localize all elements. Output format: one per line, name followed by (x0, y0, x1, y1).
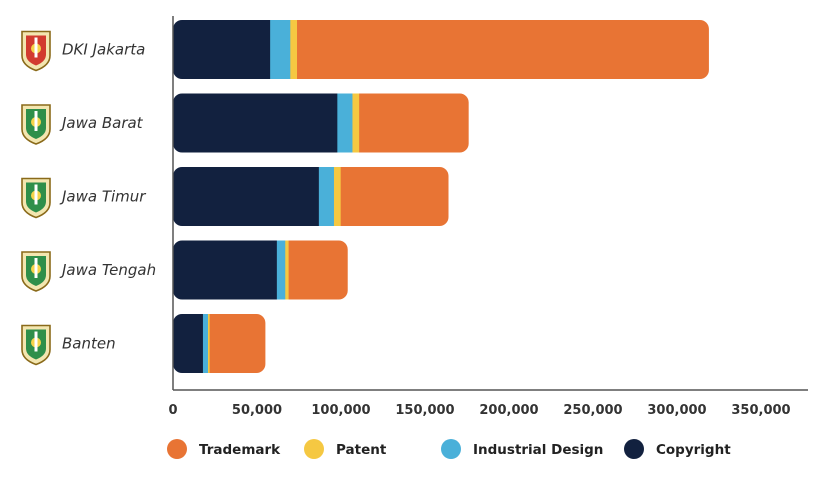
x-tick-label: 100,000 (311, 403, 370, 418)
category-label: Jawa Tengah (59, 261, 156, 279)
jawa-barat-emblem-icon (21, 104, 51, 145)
x-tick-label: 250,000 (563, 403, 622, 418)
bar-segment-industrial-design (276, 240, 286, 300)
x-tick-label: 350,000 (731, 403, 790, 418)
bar-segment-copyright (173, 93, 338, 153)
category-label: Jawa Timur (59, 188, 146, 206)
bar-segment-trademark (209, 314, 266, 373)
banten-emblem-icon (21, 324, 51, 366)
x-tick-label: 150,000 (395, 403, 454, 418)
bar-segment-patent (352, 93, 360, 153)
bar-segment-copyright (173, 167, 320, 226)
bar-segment-industrial-design (202, 314, 209, 373)
bar-row (173, 240, 348, 300)
bar-segment-trademark (340, 167, 449, 226)
bar-segment-patent (290, 20, 298, 79)
bar-segment-industrial-design (270, 20, 291, 79)
bar-segment-patent (333, 167, 342, 226)
legend-swatch (441, 439, 461, 459)
x-tick-label: 0 (168, 403, 177, 418)
bar-row (173, 314, 266, 373)
bar-segment-trademark (288, 240, 348, 300)
bar-segment-patent (207, 314, 211, 373)
legend-label: Patent (336, 442, 387, 458)
x-tick-label: 200,000 (479, 403, 538, 418)
bar-segment-copyright (173, 314, 204, 373)
jawa-tengah-emblem-icon (21, 251, 51, 292)
legend-label: Trademark (199, 442, 281, 458)
legend-swatch (167, 439, 187, 459)
jawa-timur-emblem-icon (21, 177, 51, 219)
bar-segment-industrial-design (318, 167, 335, 226)
bar-row (173, 167, 449, 226)
category-label: Jawa Barat (59, 114, 144, 132)
legend-item-patent: Patent (304, 439, 387, 459)
bar-row (173, 20, 709, 79)
legend-label: Copyright (656, 442, 731, 458)
bar-segment-industrial-design (337, 93, 354, 153)
bar-segment-trademark (359, 93, 469, 153)
category-label: Banten (62, 335, 116, 353)
bar-segment-copyright (173, 20, 271, 79)
legend-item-trademark: Trademark (167, 439, 281, 459)
bar-segment-trademark (297, 20, 709, 79)
legend-item-industrial-design: Industrial Design (441, 439, 603, 459)
legend-item-copyright: Copyright (624, 439, 731, 459)
legend-swatch (304, 439, 324, 459)
legend-swatch (624, 439, 644, 459)
category-label: DKI Jakarta (62, 41, 145, 59)
bar-segment-copyright (173, 240, 278, 300)
x-tick-label: 300,000 (647, 403, 706, 418)
legend-label: Industrial Design (473, 442, 603, 458)
x-tick-label: 50,000 (232, 403, 282, 418)
bar-row (173, 93, 469, 153)
bars (173, 20, 709, 373)
bar-segment-patent (285, 240, 290, 300)
x-tick-labels: 0 50,000 100,000 150,000 200,000 250,000 300,0… (168, 403, 790, 418)
legend: Trademark Patent Industrial Design Copyrigh… (167, 439, 731, 459)
category-labels: DKI Jakarta Jawa Barat Jawa Timur Jawa Teng… (59, 41, 156, 353)
category-icons (21, 30, 51, 366)
jakarta-emblem-icon (21, 30, 51, 72)
